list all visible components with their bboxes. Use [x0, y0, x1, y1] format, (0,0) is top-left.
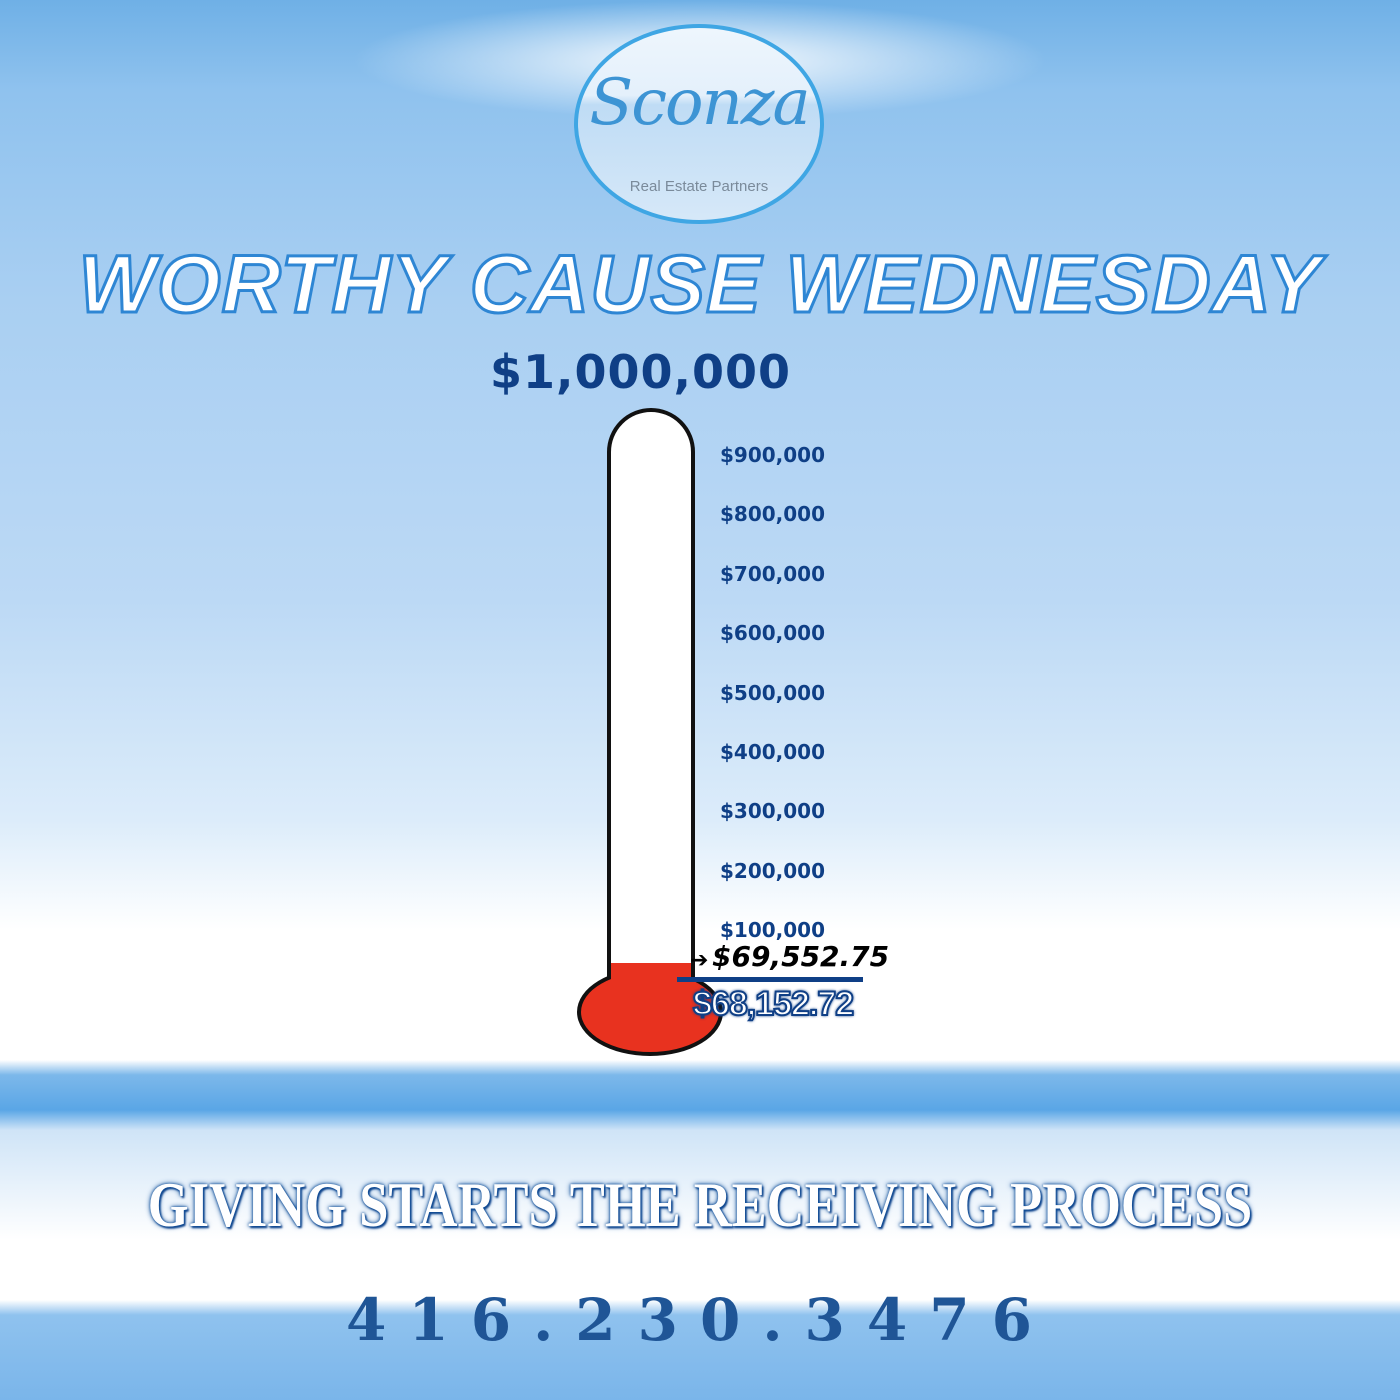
tick-label: $300,000	[720, 799, 826, 824]
arrow-icon: ➔	[690, 948, 709, 973]
divider-line	[677, 977, 863, 982]
thermometer-fill	[611, 963, 691, 1003]
slogan: GIVING STARTS THE RECEIVING PROCESS	[147, 1169, 1253, 1240]
tick-label: $200,000	[720, 858, 826, 883]
thermometer-tube	[607, 408, 695, 1008]
tick-label: $100,000	[720, 918, 826, 943]
tick-label: $900,000	[720, 443, 826, 467]
tick-label: $600,000	[720, 621, 826, 646]
current-total: $69,552.75	[712, 940, 890, 973]
goal-label: $1,000,000	[490, 345, 792, 399]
tick-label: $800,000	[720, 502, 826, 527]
previous-total: $68,152.72	[692, 984, 855, 1024]
page-title: WORTHY CAUSE WEDNESDAY	[77, 238, 1322, 332]
logo-tagline: Real Estate Partners	[629, 178, 769, 195]
sconza-logo: Sconza Real Estate Partners	[574, 24, 824, 224]
tick-label: $500,000	[720, 680, 826, 705]
logo-brand: Sconza	[589, 66, 810, 140]
tick-label: $700,000	[720, 561, 826, 586]
phone-number: 416.230.3476	[346, 1286, 1054, 1354]
tick-label: $400,000	[720, 740, 826, 764]
